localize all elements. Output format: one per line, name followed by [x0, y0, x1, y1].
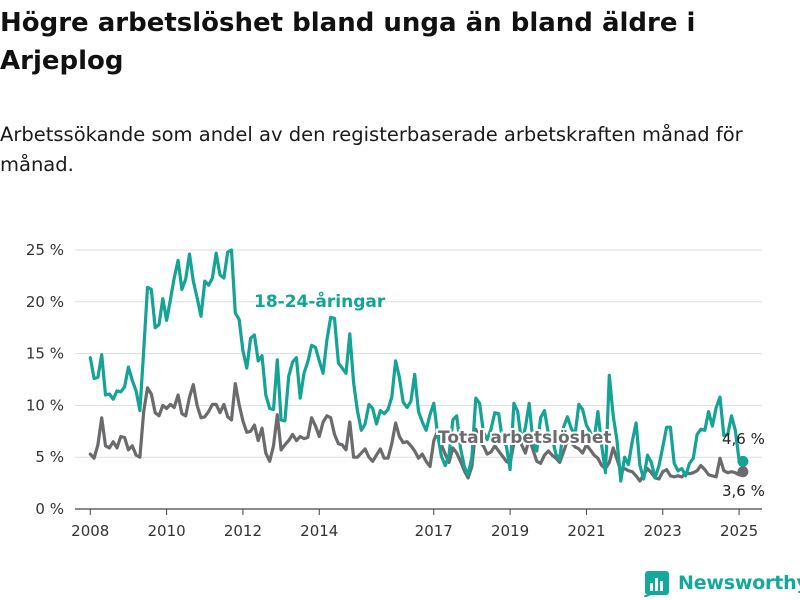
series-line-total [88, 382, 745, 483]
x-tick-label: 2017 [415, 522, 453, 540]
x-tick-label: 2012 [224, 522, 262, 540]
x-tick-label: 2019 [491, 522, 529, 540]
y-tick-label: 20 % [26, 293, 64, 311]
chart-title: Högre arbetslöshet bland unga än bland ä… [0, 8, 696, 76]
x-tick-label: 2023 [644, 522, 682, 540]
x-tick-label: 2021 [567, 522, 605, 540]
chart-subtitle: Arbetssökande som andel av den registerb… [0, 123, 743, 176]
bar-chart-logo-icon [644, 571, 669, 597]
series-labels: 18-24-åringar Total arbetslöshet 4,6 % 3,6 … [254, 290, 765, 500]
x-axis: 2008 2010 2012 2014 2017 2019 2021 2023 2025 [71, 509, 758, 540]
end-value-youth: 4,6 % [722, 430, 765, 448]
y-tick-label: 0 % [35, 500, 64, 518]
y-axis: 0 % 5 % 10 % 15 % 20 % 25 % [26, 241, 64, 518]
x-tick-label: 2008 [71, 522, 109, 540]
brand-logo: Newsworthy [644, 568, 800, 598]
series-label-total: Total arbetslöshet [438, 428, 612, 448]
x-tick-label: 2014 [300, 522, 338, 540]
end-point-total [737, 466, 749, 478]
x-tick-label: 2025 [720, 522, 758, 540]
end-point-youth [737, 455, 749, 467]
series-label-youth: 18-24-åringar [254, 290, 386, 312]
series-line-youth [88, 248, 745, 483]
end-value-total: 3,6 % [722, 482, 765, 500]
y-tick-label: 25 % [26, 241, 64, 259]
series-lines [88, 248, 749, 483]
brand-name: Newsworthy [678, 572, 800, 594]
y-tick-label: 10 % [26, 396, 64, 414]
y-tick-label: 15 % [26, 345, 64, 363]
y-tick-label: 5 % [35, 448, 64, 466]
x-tick-label: 2010 [148, 522, 186, 540]
